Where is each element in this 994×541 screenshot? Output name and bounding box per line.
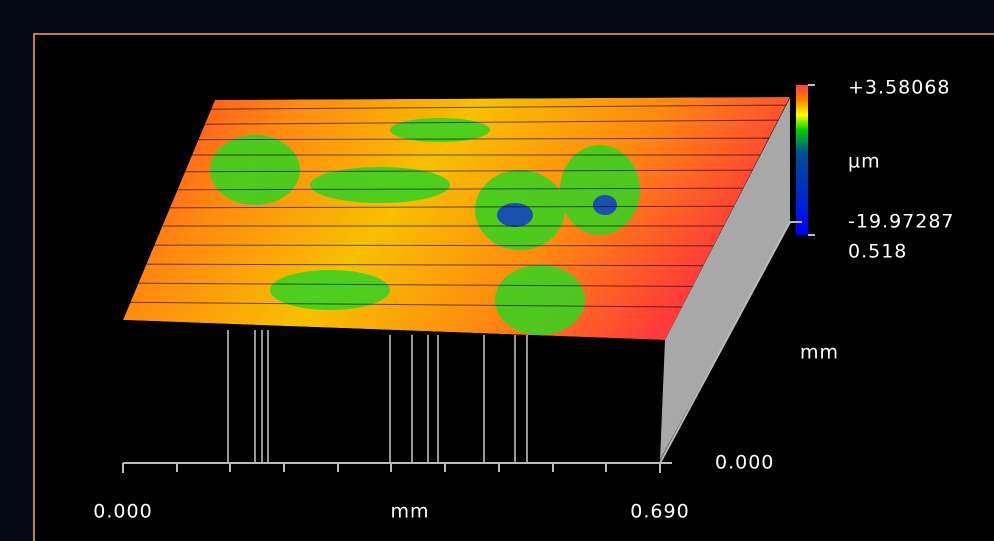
y-tick-label: 0.518 (848, 241, 907, 263)
x-tick-label: 0.690 (630, 501, 689, 523)
chart: mm mm µm 0.000 0.690 0.000 0.518 -19.97287 +3… (0, 0, 994, 541)
colorbar (796, 85, 808, 235)
z-tick-label: -19.97287 (848, 211, 955, 233)
colorbar-label: µm (848, 151, 881, 173)
page: mm mm µm 0.000 0.690 0.000 0.518 -19.97287 +3… (0, 0, 994, 541)
y-tick-label: 0.000 (715, 452, 774, 474)
y-axis-label: mm (800, 342, 839, 364)
x-axis-label: mm (390, 501, 429, 523)
z-tick-label: +3.58068 (848, 77, 951, 99)
x-tick-label: 0.000 (93, 501, 152, 523)
